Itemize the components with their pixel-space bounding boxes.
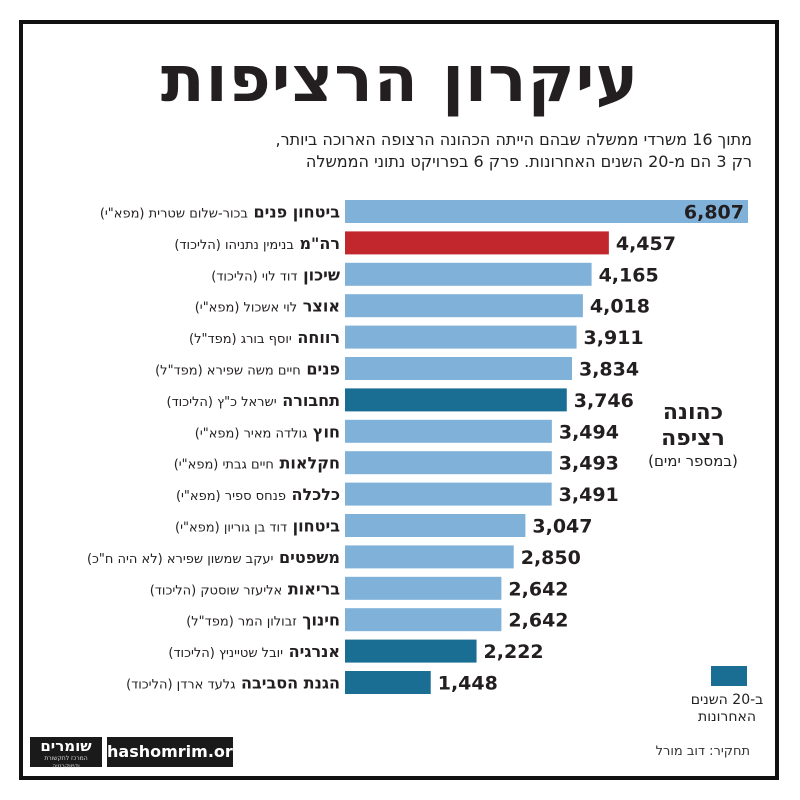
bar-value-label-15: 1,448 [438,673,498,695]
category-label-11: משפטים יעקב שמשון שפירא (לא היה ח"כ) [87,548,340,567]
site-url-badge: hashomrim.org [107,737,244,767]
bar-3 [345,294,583,318]
legend-subtitle: (במספר ימים) [648,452,738,470]
category-label-9: כלכלה פנחס ספיר (מפא"י) [176,485,340,504]
category-label-7: חוץ גולדה מאיר (מפא"י) [195,422,340,441]
bar-value-label-6: 3,746 [574,390,634,412]
bar-value-label-10: 3,047 [532,516,592,538]
bar-13 [345,608,502,632]
bar-value-label-12: 2,642 [508,578,568,600]
legend-swatch-last-20-years [711,666,747,686]
bar-7 [345,419,552,443]
bar-11 [345,545,514,569]
bar-value-label-5: 3,834 [579,359,639,381]
research-credit: תחקיר: דוב מורל [655,744,750,759]
bar-value-label-14: 2,222 [484,641,544,663]
bar-15 [345,671,431,694]
category-label-5: פנים חיים משה שפירא (מפד"ל) [155,360,340,379]
category-label-12: בריאות אליעזר שוסטק (הליכוד) [150,579,341,598]
legend-swatch-label-line-1: ב-20 השנים [690,692,764,708]
bar-4 [345,325,577,349]
category-label-14: אנרגיה יובל שטייניץ (הליכוד) [168,642,340,661]
legend-swatch-label-line-2: האחרונות [698,709,756,725]
chart-title: עיקרון הרציפות [160,43,640,117]
bar-12 [345,576,502,600]
category-label-3: אוצר לוי אשכול (מפא"י) [195,297,340,316]
bar-2 [345,262,592,286]
subtitle-line-1: מתוך 16 משרדי ממשלה שבהם הייתה הכהונה הר… [275,130,752,149]
bar-9 [345,482,552,506]
bar-value-label-11: 2,850 [521,547,581,569]
bar-value-label-9: 3,491 [559,484,619,506]
logo-wordmark: שומרים [40,737,92,755]
category-label-8: חקלאות חיים גבתי (מפא"י) [174,454,340,473]
bar-6 [345,388,567,412]
bar-value-label-13: 2,642 [508,610,568,632]
bar-14 [345,639,477,663]
logo-tagline: המרכז לתקשורת ודמוקרטיה [44,755,88,770]
bar-value-label-2: 4,165 [599,264,659,286]
category-label-4: רווחה יוסף בורג (מפד"ל) [189,328,340,347]
category-label-2: שיכון דוד לוי (הליכוד) [211,265,340,284]
subtitle-line-2: רק 3 הם מ-20 השנים האחרונות. פרק 6 בפרוי… [305,152,752,171]
category-label-0: ביטחון פנים בכור-שלום שטרית (מפא"י) [100,203,340,222]
bar-value-label-3: 4,018 [590,296,650,318]
category-label-10: ביטחון דוד בן גוריון (מפא"י) [175,517,340,536]
bar-1 [345,231,609,255]
bar-10 [345,514,526,537]
bar-value-label-1: 4,457 [616,233,676,255]
category-label-15: הגנת הסביבה גלעד ארדן (הליכוד) [126,674,340,693]
bar-value-label-7: 3,494 [559,421,619,443]
bar-0 [345,200,748,223]
bar-value-label-0: 6,807 [684,202,744,224]
bar-5 [345,357,572,380]
category-label-6: תחבורה ישראל כ"ץ (הליכוד) [167,391,341,410]
hashomrim-logo: שומרים המרכז לתקשורת ודמוקרטיה [30,737,102,770]
legend-title-line-2: רציפה [661,426,725,451]
bar-value-label-8: 3,493 [559,453,619,475]
bar-value-label-4: 3,911 [584,327,644,349]
bar-8 [345,451,552,475]
legend-title-line-1: כהונה [662,400,724,425]
category-label-13: חינוך זבולון המר (מפד"ל) [186,611,340,630]
category-label-1: רה"מ בנימין נתניהו (הליכוד) [174,234,340,253]
